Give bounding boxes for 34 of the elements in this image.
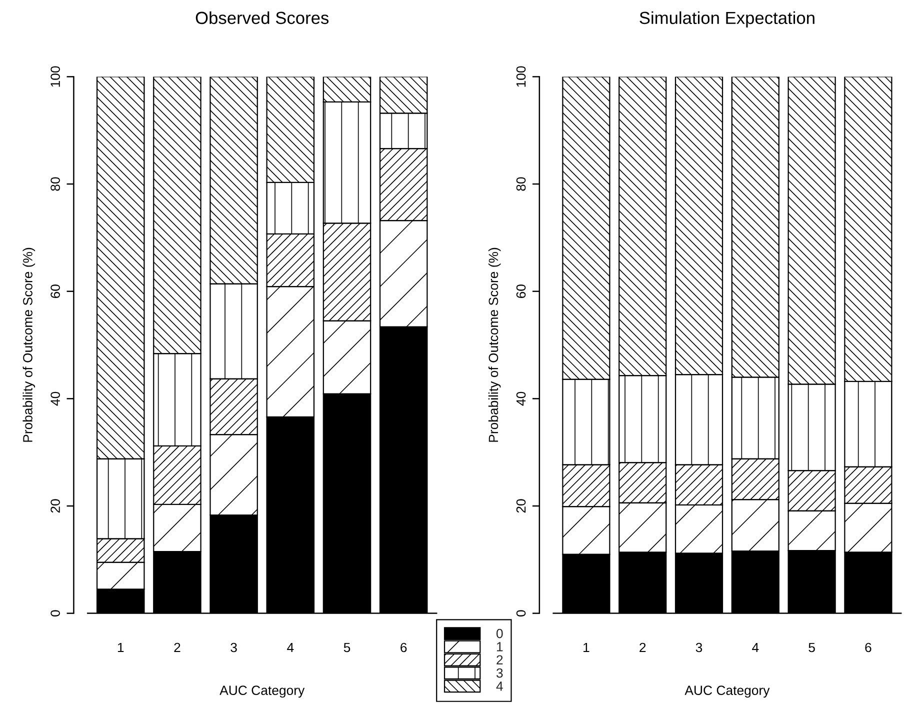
y-tick-label: 60 bbox=[516, 284, 526, 298]
y-tick-label: 100 bbox=[50, 66, 60, 87]
y-tick-label: 60 bbox=[50, 284, 60, 298]
x-tick-label: 5 bbox=[808, 642, 815, 652]
y-axis-title: Probability of Outcome Score (%) bbox=[22, 248, 36, 442]
x-tick-label: 1 bbox=[118, 642, 124, 652]
x-tick-label: 2 bbox=[174, 642, 180, 652]
x-tick-label: 2 bbox=[640, 642, 646, 652]
legend-label: 2 bbox=[496, 655, 503, 664]
y-tick-label: 0 bbox=[50, 610, 60, 616]
legend-label: 4 bbox=[496, 682, 503, 691]
y-axis-title: Probability of Outcome Score (%) bbox=[488, 248, 501, 442]
y-tick-label: 20 bbox=[516, 499, 526, 513]
x-tick-label: 3 bbox=[696, 642, 702, 652]
x-tick-label: 6 bbox=[865, 642, 872, 652]
y-tick-label: 100 bbox=[516, 66, 526, 87]
x-tick-label: 3 bbox=[230, 642, 237, 652]
chart-title: Simulation Expectation bbox=[640, 11, 814, 28]
y-tick-label: 40 bbox=[50, 392, 60, 406]
x-tick-label: 1 bbox=[584, 642, 590, 652]
x-tick-label: 4 bbox=[287, 642, 294, 652]
x-axis-title: AUC Category bbox=[220, 686, 305, 698]
legend-label: 0 bbox=[496, 628, 503, 638]
x-axis-title: AUC Category bbox=[684, 686, 770, 698]
x-tick-label: 5 bbox=[344, 642, 350, 652]
x-tick-label: 6 bbox=[400, 642, 407, 652]
legend-label: 3 bbox=[496, 668, 503, 678]
y-tick-label: 20 bbox=[50, 499, 60, 513]
y-tick-label: 80 bbox=[516, 177, 526, 191]
y-tick-label: 80 bbox=[50, 177, 60, 191]
chart-title: Observed Scores bbox=[196, 11, 329, 24]
y-tick-label: 40 bbox=[516, 392, 526, 406]
x-tick-label: 4 bbox=[752, 642, 759, 652]
y-tick-label: 0 bbox=[516, 610, 526, 616]
